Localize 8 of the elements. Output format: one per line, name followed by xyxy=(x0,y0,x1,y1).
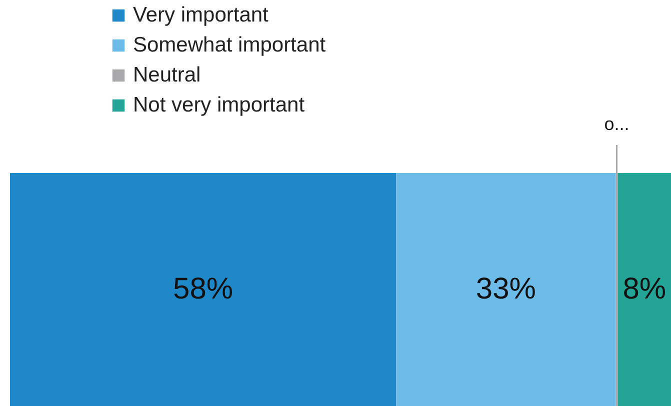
data-label: 58% xyxy=(173,272,234,306)
legend-label: Neutral xyxy=(133,64,201,86)
data-label: o... xyxy=(604,114,630,134)
legend-label: Somewhat important xyxy=(133,34,326,56)
legend-label: Not very important xyxy=(133,94,305,116)
data-label: 33% xyxy=(476,272,536,306)
legend-label: Very important xyxy=(133,4,269,26)
data-label: 8% xyxy=(622,272,666,306)
